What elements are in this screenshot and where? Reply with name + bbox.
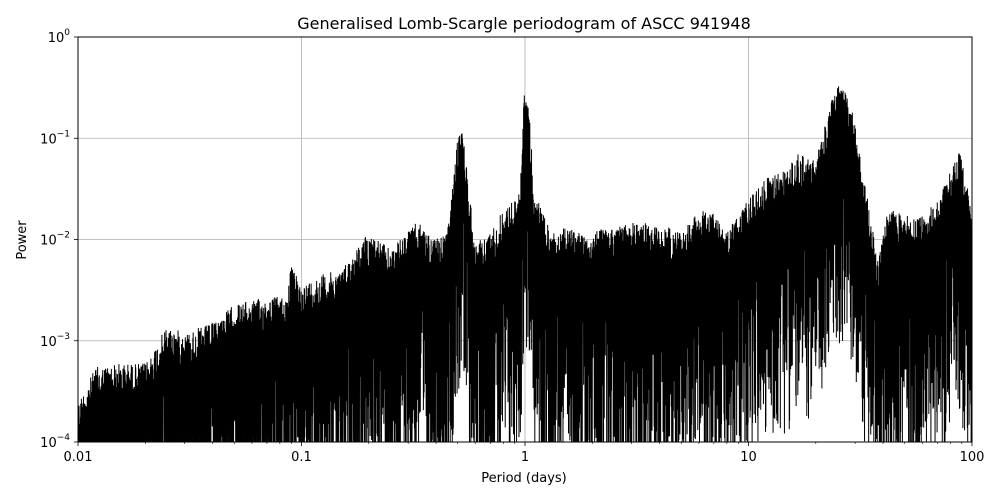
y-tick-base: 10 <box>40 132 57 147</box>
y-tick-exponent: −3 <box>57 332 70 342</box>
x-tick-label: 0.1 <box>291 450 312 465</box>
y-tick-exponent: −1 <box>57 129 70 139</box>
y-tick-base: 10 <box>40 234 57 249</box>
x-axis: 0.01 0.1 1 10 100 <box>64 442 985 465</box>
y-tick-label: 10−4 <box>40 433 70 451</box>
y-tick-label: 10−2 <box>40 231 70 249</box>
plot-area <box>77 86 973 443</box>
x-tick-label: 1 <box>521 450 529 465</box>
y-tick-label: 10−3 <box>40 332 70 350</box>
y-tick-base: 10 <box>48 31 65 46</box>
x-tick-label: 10 <box>740 450 757 465</box>
y-tick-exponent: 0 <box>64 28 70 38</box>
x-tick-label: 0.01 <box>64 450 93 465</box>
periodogram-line <box>77 86 973 443</box>
x-tick-label: 100 <box>960 450 985 465</box>
y-tick-base: 10 <box>40 436 57 451</box>
y-tick-exponent: −2 <box>57 231 70 241</box>
y-tick-label: 100 <box>48 28 71 46</box>
y-tick-base: 10 <box>40 335 57 350</box>
y-axis-label: Power <box>15 220 30 260</box>
x-axis-label: Period (days) <box>481 471 567 486</box>
y-tick-label: 10−1 <box>40 129 70 147</box>
chart-title: Generalised Lomb-Scargle periodogram of … <box>297 14 751 33</box>
y-tick-exponent: −4 <box>57 433 71 443</box>
